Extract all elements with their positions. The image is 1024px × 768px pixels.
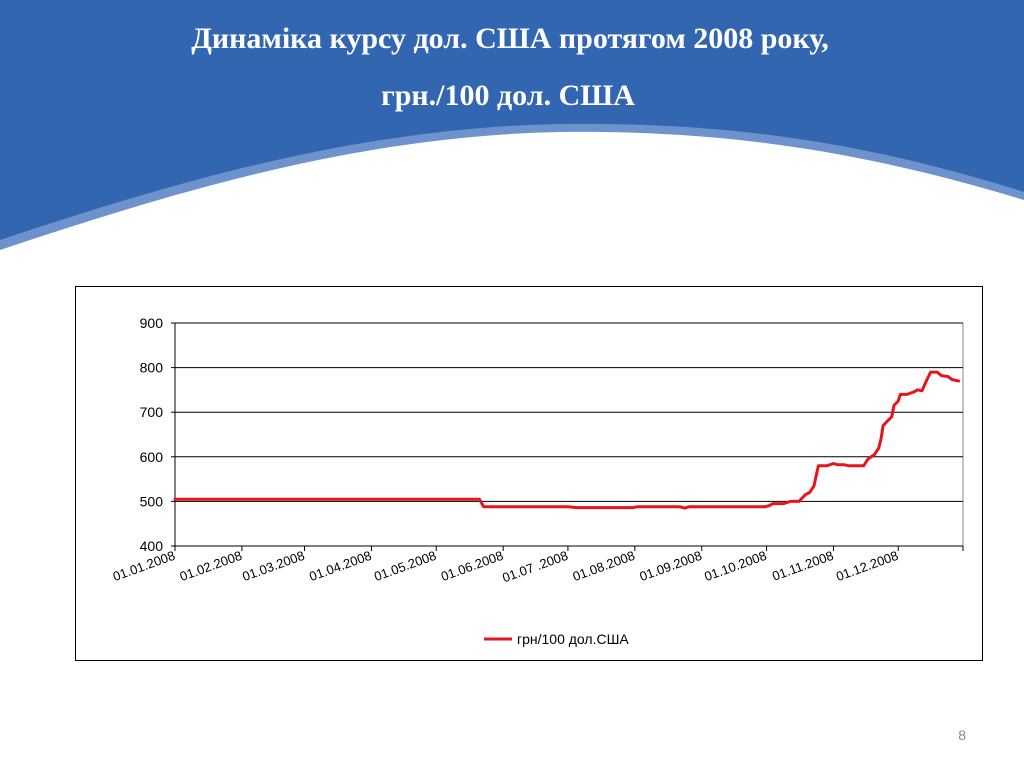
series-line [173, 370, 961, 510]
legend-label: грн/100 дол.США [517, 631, 629, 647]
legend: грн/100 дол.США [484, 631, 629, 647]
x-tick-label: 01.02.2008 [178, 548, 244, 584]
header-wave-main [0, 0, 1024, 240]
y-tick-label: 400 [140, 538, 164, 554]
series-layer [173, 370, 961, 510]
x-tick-label: 01.11.2008 [770, 548, 835, 584]
grid-layer [175, 322, 964, 547]
y-tick-label: 500 [140, 493, 164, 509]
chart-frame: 400 500 600 700 800 900 01.01.2008 01.02.2008 01… [75, 286, 983, 661]
x-tick-label: 01.09.2008 [638, 548, 704, 584]
slide-title-line1: Динаміка курсу дол. США протягом 2008 ро… [191, 22, 829, 55]
y-tick-label: 700 [140, 404, 164, 420]
x-tick-label: 01.04.2008 [307, 548, 373, 584]
x-tick-label: 01.08.2008 [571, 548, 637, 584]
y-tick-label: 600 [140, 449, 164, 465]
page-number: 8 [958, 727, 966, 743]
y-tick-label: 800 [140, 360, 164, 376]
x-tick-label: 01.03.2008 [240, 548, 306, 584]
x-tick-label: 01.10.2008 [702, 548, 768, 584]
x-tick-label: 01.05.2008 [372, 548, 438, 584]
slide-title-line2: грн./100 дол. США [381, 79, 635, 112]
x-tick-label: 01.12.2008 [834, 548, 900, 584]
y-tick-label: 900 [140, 315, 164, 331]
header-background [0, 0, 1024, 250]
x-tick-label: 01.07 .2008 [500, 548, 570, 586]
x-tick-label: 01.06.2008 [439, 548, 505, 584]
